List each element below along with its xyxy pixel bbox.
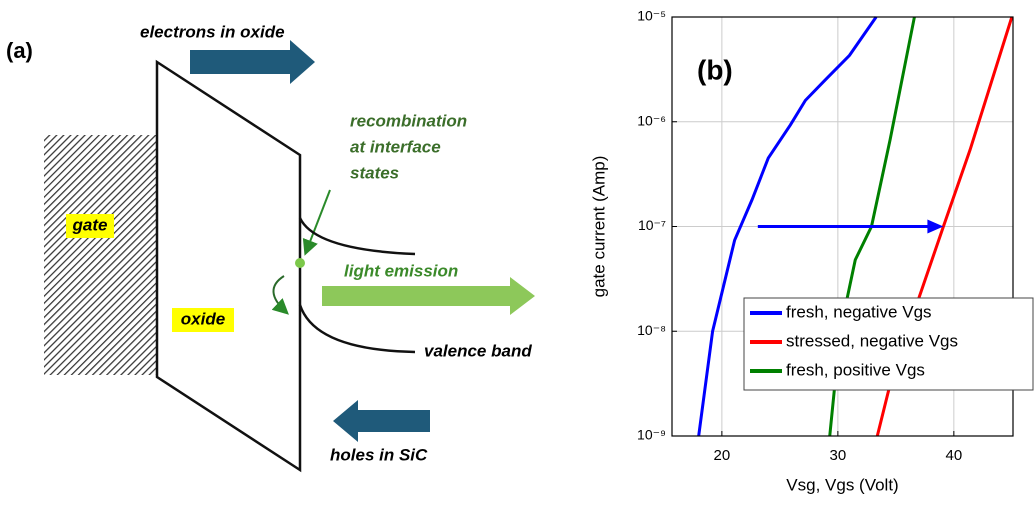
x-tick-label: 40 [946, 447, 963, 464]
y-tick-label: 10⁻⁷ [638, 217, 666, 233]
y-tick-label: 10⁻⁸ [637, 322, 666, 338]
recombination-label: states [350, 163, 399, 182]
interface-state [295, 258, 305, 268]
legend-label: stressed, negative Vgs [786, 331, 958, 350]
y-tick-label: 10⁻⁶ [637, 112, 666, 128]
valence-band [300, 305, 415, 352]
recombination-label: recombination [350, 111, 467, 130]
electrons-label: electrons in oxide [140, 22, 285, 41]
light-label: light emission [344, 261, 458, 280]
light-arrow [322, 277, 535, 315]
x-tick-label: 20 [714, 447, 731, 464]
figure: (a) gate oxide electrons in oxide recomb… [0, 0, 1034, 501]
chart: 20 30 40 10⁻⁹ 10⁻⁸ 10⁻⁷ 10⁻⁶ 10⁻⁵ (b) Vsg, Vgs (V… [589, 8, 1033, 495]
x-axis-label: Vsg, Vgs (Volt) [786, 475, 898, 494]
recombination-label: at interface [350, 137, 441, 156]
electron-arrow [190, 40, 315, 84]
panel-label: (a) [6, 38, 33, 63]
gate-block [44, 135, 160, 375]
oxide-label: oxide [181, 309, 225, 328]
panel-label: (b) [697, 54, 733, 85]
legend-label: fresh, negative Vgs [786, 302, 932, 321]
y-tick-label: 10⁻⁹ [637, 427, 666, 443]
oxide-shape [157, 62, 300, 470]
pointer-arrow [306, 190, 330, 252]
y-axis-label: gate current (Amp) [589, 156, 608, 298]
valence-label: valence band [424, 341, 532, 360]
holes-label: holes in SiC [330, 445, 428, 464]
y-tick-label: 10⁻⁵ [637, 8, 666, 24]
x-tick-label: 30 [830, 447, 847, 464]
gate-label: gate [72, 215, 108, 234]
hole-arrow [333, 400, 430, 442]
legend-label: fresh, positive Vgs [786, 360, 925, 379]
